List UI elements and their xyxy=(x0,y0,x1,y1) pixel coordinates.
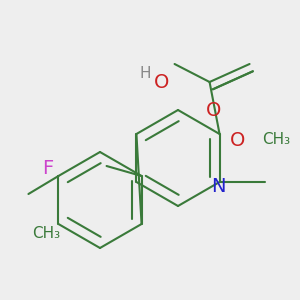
Text: O: O xyxy=(206,101,222,121)
Text: O: O xyxy=(154,73,170,92)
Text: F: F xyxy=(42,158,54,178)
Text: CH₃: CH₃ xyxy=(32,226,60,242)
Text: CH₃: CH₃ xyxy=(262,133,290,148)
Text: N: N xyxy=(211,176,225,196)
Text: O: O xyxy=(230,130,245,149)
Text: H: H xyxy=(139,67,151,82)
